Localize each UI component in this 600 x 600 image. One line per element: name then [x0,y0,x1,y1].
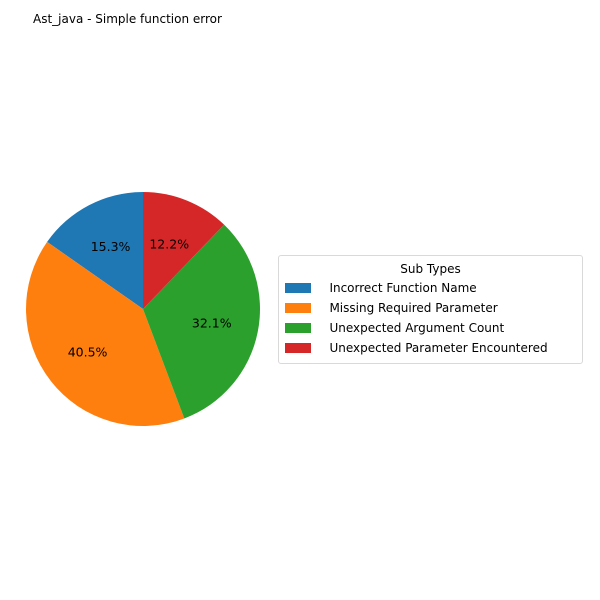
legend-label: Incorrect Function Name [318,281,477,295]
legend-label: Unexpected Argument Count [318,321,505,335]
legend-swatch [285,343,311,353]
chart-title: Ast_java - Simple function error [33,12,222,26]
pie-slice [47,192,143,309]
legend-swatch [285,303,311,313]
legend: Sub Types Incorrect Function Name Missin… [278,255,583,364]
pie-slice [143,192,225,309]
slice-percent-label: 32.1% [192,316,232,331]
pie-slice [143,224,261,419]
slice-percent-label: 40.5% [68,345,108,360]
legend-label: Missing Required Parameter [318,301,498,315]
legend-title: Sub Types [400,262,461,276]
legend-item: Missing Required Parameter [279,298,582,318]
legend-item: Incorrect Function Name [279,278,582,298]
legend-swatch [285,323,311,333]
legend-item: Unexpected Argument Count [279,318,582,338]
slice-percent-label: 12.2% [149,236,189,251]
slice-percent-label: 15.3% [91,239,131,254]
legend-item: Unexpected Parameter Encountered [279,338,582,358]
legend-swatch [285,283,311,293]
pie-slice [25,241,185,427]
legend-label: Unexpected Parameter Encountered [318,341,548,355]
